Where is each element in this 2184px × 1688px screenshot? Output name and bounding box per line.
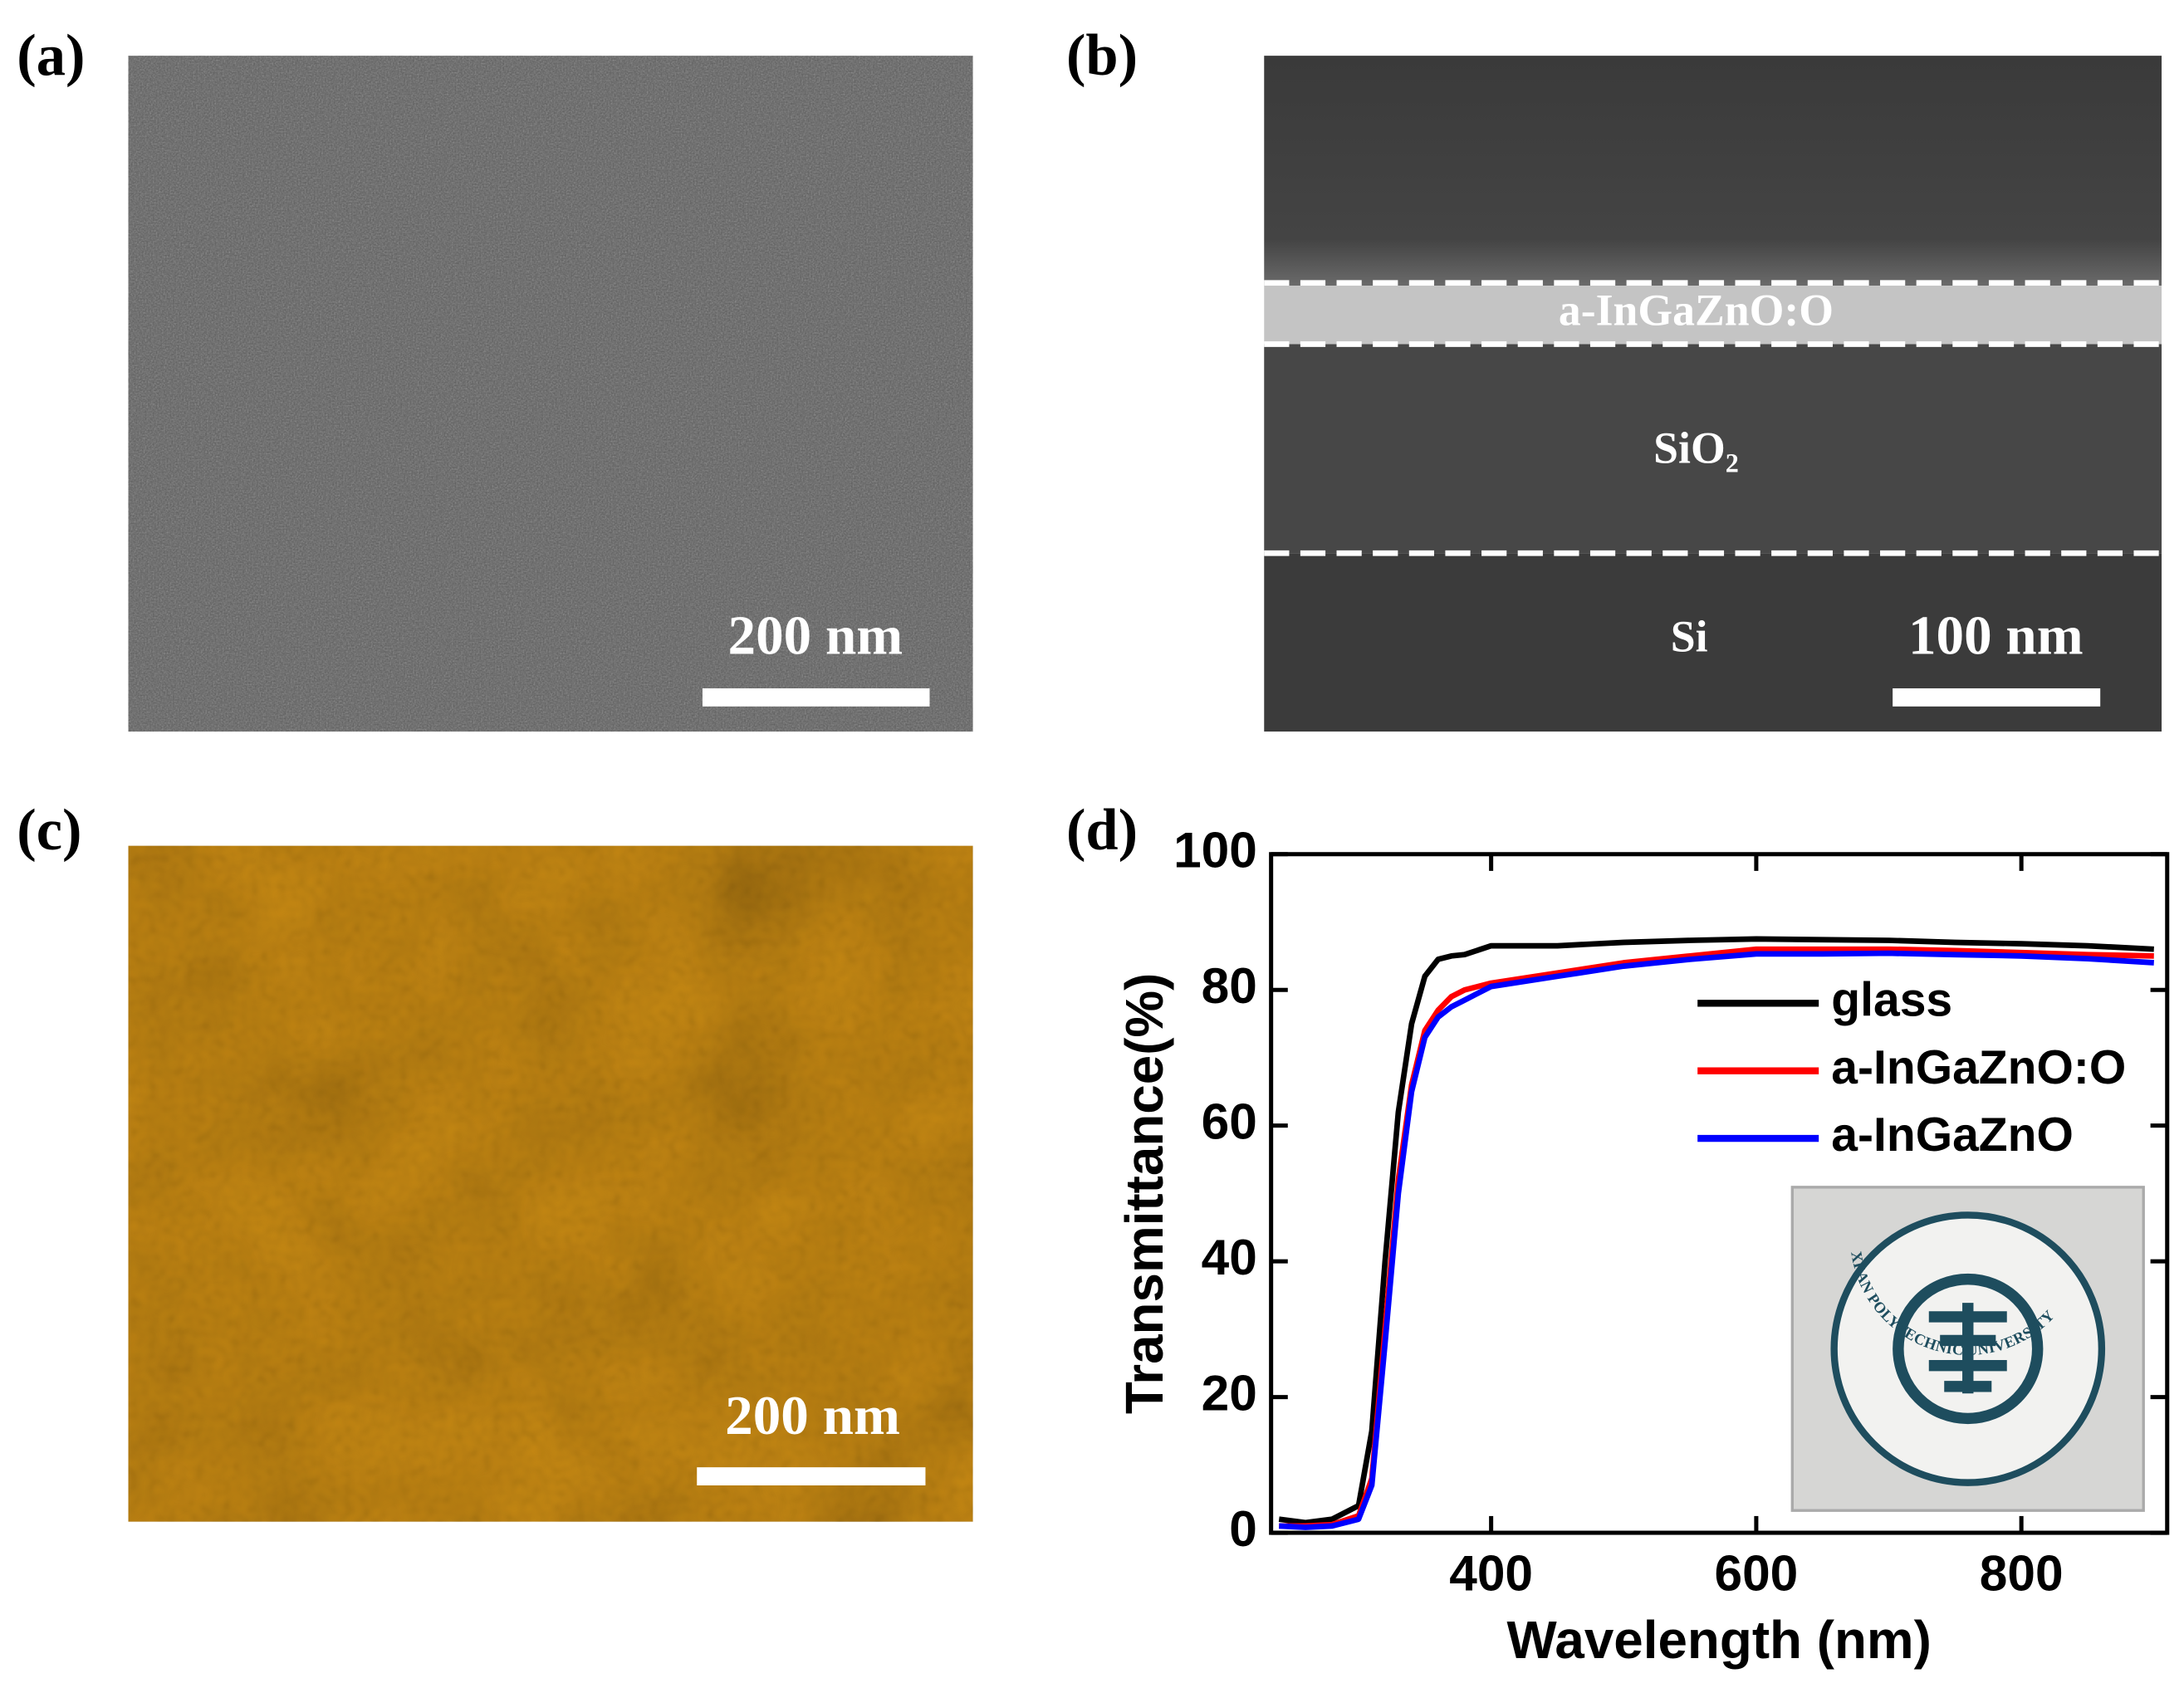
logo-core	[1893, 1273, 2044, 1425]
panel-label: (a)	[17, 23, 85, 88]
x-tick-label: 800	[1980, 1545, 2064, 1602]
inset-photo: XI'AN POLYTECHNIC UNIVERSITY	[1790, 1186, 2145, 1512]
legend-label: a-InGaZnO	[1831, 1108, 2074, 1162]
layer-label: Si	[1671, 611, 1708, 661]
y-tick-label: 40	[1202, 1229, 1257, 1285]
plot-frame	[1269, 852, 2170, 1535]
scale-bar-label: 200 nm	[725, 1384, 900, 1446]
legend-label: a-InGaZnO:O	[1831, 1041, 2126, 1094]
layer-boundaries	[1264, 280, 2162, 556]
panel-label: (d)	[1066, 798, 1138, 863]
scale-bar	[702, 688, 930, 707]
x-tick-label: 600	[1714, 1545, 1798, 1602]
sem-image	[1264, 56, 2162, 286]
y-tick-label: 0	[1229, 1500, 1257, 1557]
oxide-layer	[1264, 344, 2162, 554]
film-layer	[1264, 286, 2162, 345]
sem-texture	[128, 56, 973, 732]
y-tick-label: 80	[1202, 957, 1257, 1014]
panel-label: (b)	[1066, 23, 1138, 88]
x-axis-label: Wavelength (nm)	[1507, 1610, 1932, 1670]
y-tick-label: 20	[1202, 1365, 1257, 1421]
scale-bar	[697, 1467, 926, 1485]
logo-mark	[1928, 1303, 2007, 1394]
legend-label: glass	[1831, 973, 1952, 1026]
scale-bar	[1893, 688, 2101, 707]
chart: 0 20 40 60 80 100 400 600 800 Wavelength (nm) Tran…	[1114, 822, 2170, 1670]
y-tick-label: 60	[1202, 1094, 1257, 1150]
panel-label: (c)	[17, 798, 81, 863]
scale-bar-label: 200 nm	[728, 604, 903, 666]
x-tick-label: 400	[1449, 1545, 1533, 1602]
layer-label: SiO₂	[1653, 423, 1739, 473]
y-axis-label: Transmittance(%)	[1114, 973, 1174, 1415]
scale-bar-label: 100 nm	[1908, 604, 2084, 666]
afm-grain	[128, 845, 973, 1522]
series-line	[1278, 936, 2154, 1526]
series-line	[1279, 950, 2154, 1530]
layer-label: a-InGaZnO:O	[1559, 286, 1834, 335]
y-tick-label: 100	[1173, 822, 1257, 878]
